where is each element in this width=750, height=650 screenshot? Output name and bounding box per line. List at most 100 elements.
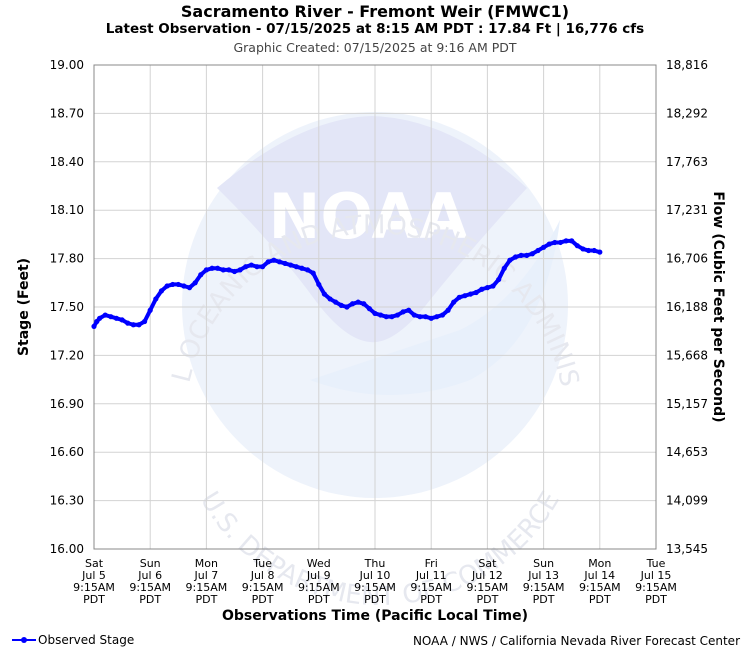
x-tick-label: Fri Jul 11 9:15AM PDT bbox=[410, 557, 452, 606]
observed-stage-point bbox=[226, 267, 232, 273]
observed-stage-point bbox=[119, 317, 125, 323]
observed-stage-point bbox=[316, 281, 322, 288]
y-tick-label: 19.00 bbox=[50, 58, 84, 72]
plot-frame bbox=[93, 64, 657, 550]
observed-stage-point bbox=[175, 281, 181, 288]
observed-stage-point bbox=[192, 280, 198, 286]
y2-tick-label: 17,763 bbox=[666, 155, 708, 169]
y2-tick-label: 15,668 bbox=[666, 348, 708, 362]
observed-stage-series bbox=[91, 238, 603, 329]
observed-stage-point bbox=[349, 301, 356, 307]
y2-axis-ticks: 18,816 18,292 17,763 17,231 16,706 16,188 15,6… bbox=[666, 58, 708, 556]
observed-stage-point bbox=[451, 299, 457, 305]
observed-stage-point bbox=[158, 288, 165, 294]
y-axis-ticks: 19.00 18.70 18.40 18.10 17.80 17.50 17.20 16.90… bbox=[50, 58, 84, 556]
observed-stage-point bbox=[361, 301, 367, 307]
observed-stage-point bbox=[428, 315, 434, 321]
observed-stage-point bbox=[271, 257, 277, 263]
observed-stage-point bbox=[467, 291, 474, 297]
observed-stage-point bbox=[327, 296, 333, 302]
observed-stage-point bbox=[462, 293, 468, 299]
credit-text: NOAA / NWS / California Nevada River For… bbox=[412, 634, 740, 648]
x-axis-label: Observations Time (Pacific Local Time) bbox=[222, 608, 528, 624]
observed-stage-point bbox=[484, 285, 490, 291]
observed-stage-point bbox=[215, 265, 221, 271]
observed-stage-point bbox=[394, 312, 401, 318]
observed-stage-point bbox=[366, 306, 372, 312]
observed-stage-point bbox=[411, 312, 417, 318]
observed-stage-point bbox=[591, 247, 597, 254]
observed-stage-point bbox=[254, 264, 260, 270]
x-tick-label: Tue Jul 8 9:15AM PDT bbox=[242, 557, 284, 606]
observed-stage-point bbox=[113, 315, 120, 321]
y-tick-label: 17.20 bbox=[50, 348, 84, 362]
observed-stage-point bbox=[496, 276, 502, 283]
observed-stage-point bbox=[439, 312, 446, 318]
y2-tick-label: 13,545 bbox=[666, 542, 708, 556]
observed-stage-point bbox=[153, 296, 159, 302]
x-tick-label: Thu Jul 10 9:15AM PDT bbox=[354, 557, 396, 606]
y-tick-label: 17.50 bbox=[50, 300, 84, 314]
y-tick-label: 16.60 bbox=[50, 445, 84, 459]
observed-stage-point bbox=[198, 272, 204, 278]
observed-stage-point bbox=[535, 247, 541, 254]
graphic-created-text: Graphic Created: 07/15/2025 at 9:16 AM P… bbox=[233, 40, 517, 55]
observed-stage-point bbox=[260, 264, 266, 270]
y2-tick-label: 18,292 bbox=[666, 106, 708, 120]
observed-stage-point bbox=[490, 283, 496, 289]
observed-stage-point bbox=[108, 314, 114, 320]
observed-stage-point bbox=[209, 265, 215, 271]
legend-marker bbox=[12, 637, 36, 643]
observed-stage-point bbox=[501, 265, 507, 271]
observed-stage-point bbox=[293, 264, 299, 270]
y2-axis-label: Flow (Cubic Feet per Second) bbox=[710, 191, 726, 422]
observed-stage-point bbox=[237, 267, 243, 273]
observed-stage-point bbox=[400, 309, 406, 315]
y-tick-label: 16.90 bbox=[50, 397, 84, 411]
y2-tick-label: 16,188 bbox=[666, 300, 708, 314]
observed-stage-point bbox=[422, 314, 429, 320]
noaa-watermark: NOAA NATIONAL OCEANIC AND ATMOSPHERIC AD… bbox=[0, 0, 584, 612]
observed-stage-point bbox=[557, 239, 564, 246]
observed-stage-point bbox=[299, 265, 305, 271]
observed-stage-point bbox=[248, 262, 254, 268]
observed-stage-point bbox=[378, 312, 384, 318]
observed-stage-point bbox=[512, 254, 519, 260]
y2-tick-label: 15,157 bbox=[666, 397, 708, 411]
x-tick-label: Mon Jul 14 9:15AM PDT bbox=[579, 557, 621, 606]
observed-stage-point bbox=[91, 323, 97, 329]
legend: Observed Stage bbox=[12, 633, 134, 647]
x-tick-label: Sun Jul 6 9:15AM PDT bbox=[129, 557, 171, 606]
observed-stage-point bbox=[574, 243, 580, 249]
observed-stage-point bbox=[97, 315, 103, 321]
observed-stage-point bbox=[136, 322, 142, 328]
observed-stage-point bbox=[389, 314, 395, 320]
observed-stage-point bbox=[355, 299, 361, 305]
noaa-logo-text: NOAA bbox=[269, 180, 468, 253]
y-tick-label: 16.30 bbox=[50, 494, 84, 508]
observed-stage-point bbox=[406, 307, 412, 313]
observed-stage-point bbox=[569, 238, 575, 244]
y-axis-label: Stage (Feet) bbox=[16, 258, 32, 356]
observed-stage-point bbox=[507, 257, 513, 263]
observed-stage-point bbox=[186, 285, 193, 291]
observed-stage-point bbox=[563, 238, 569, 244]
observed-stage-point bbox=[333, 299, 339, 305]
x-tick-label: Wed Jul 9 9:15AM PDT bbox=[298, 557, 340, 606]
observed-stage-point bbox=[479, 286, 485, 292]
grid-lines bbox=[93, 64, 657, 550]
y2-tick-label: 18,816 bbox=[666, 58, 708, 72]
observed-stage-point bbox=[220, 267, 226, 273]
observed-stage-point bbox=[147, 307, 153, 313]
observed-stage-point bbox=[310, 270, 316, 276]
observed-stage-point bbox=[276, 259, 283, 265]
x-tick-label: Sat Jul 12 9:15AM PDT bbox=[467, 557, 509, 606]
observed-stage-point bbox=[546, 241, 552, 247]
x-tick-label: Sun Jul 13 9:15AM PDT bbox=[523, 557, 565, 606]
observed-stage-point bbox=[585, 247, 592, 254]
y-tick-label: 18.10 bbox=[50, 203, 84, 217]
x-tick-label: Mon Jul 7 9:15AM PDT bbox=[186, 557, 228, 606]
observed-stage-point bbox=[125, 320, 131, 326]
observed-stage-point bbox=[518, 252, 524, 258]
observed-stage-point bbox=[203, 267, 209, 273]
